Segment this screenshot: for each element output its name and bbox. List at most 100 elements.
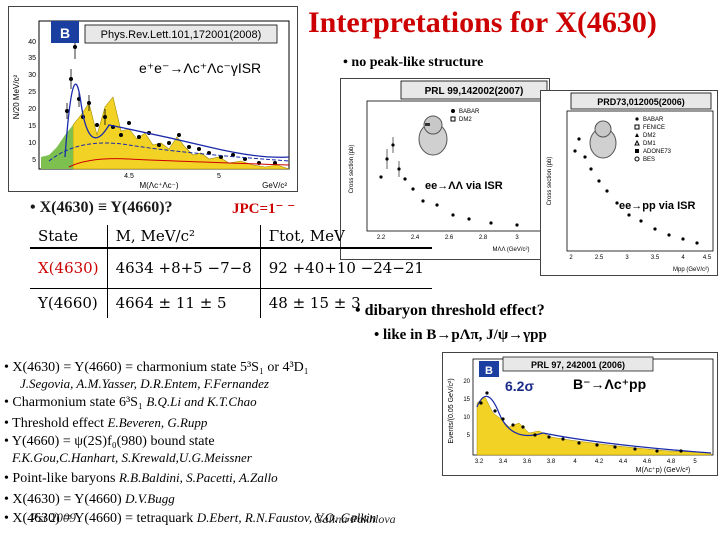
state-table: State M, MeV/c² Γtot, MeV X(4630) 4634 +… bbox=[30, 225, 432, 318]
list-item: • Threshold effect E.Beveren, G.Rupp bbox=[4, 415, 444, 432]
p1-xlabel: M(Λc⁺Λc⁻) bbox=[139, 181, 178, 190]
item7-text: • X(4630) = Y(4660) = tetraquark bbox=[4, 511, 194, 526]
item2-text: • Charmonium state 6³S₁ bbox=[4, 395, 143, 410]
p4-xtick-7: 4.6 bbox=[643, 459, 652, 465]
list-item: • Point-like baryons R.B.Baldini, S.Pace… bbox=[4, 470, 444, 487]
belle-lambdac-plot: 40 35 30 25 20 15 10 5 4.5 5 N/20 MeV/c²… bbox=[8, 6, 298, 192]
item6-text: • X(4630) = Y(4660) bbox=[4, 492, 122, 507]
p4-xtick-5: 4.2 bbox=[595, 459, 604, 465]
row2-mass: 4664 ± 11 ± 5 bbox=[107, 288, 261, 318]
list-item: • Y(4660) = ψ(2S)f₀(980) bound state bbox=[4, 434, 444, 450]
belle-b-decay-svg: B PRL 97, 242001 (2006) 6.2σ B⁻→Λc⁺pp 20… bbox=[448, 356, 714, 474]
list-item: • X(4630) = Y(4660) = charmonium state 5… bbox=[4, 360, 444, 376]
p2-reference: PRL 99,142002(2007) bbox=[425, 86, 524, 97]
p3-xlabel: Mpp (GeV/c²) bbox=[673, 267, 709, 273]
p3-ylabel: Cross section (pb) bbox=[547, 157, 553, 206]
like-in-bullet: • like in B→pΛπ, J/ψ→γpp bbox=[374, 327, 547, 343]
p3-xtick-0: 2 bbox=[569, 255, 573, 261]
p1-xunit: GeV/c² bbox=[262, 181, 287, 190]
p1-ytick-5: 5 bbox=[32, 157, 36, 164]
item6-ref: D.V.Bugg bbox=[125, 491, 175, 506]
p1-reference: Phys.Rev.Lett.101,172001(2008) bbox=[101, 29, 262, 41]
p3-xtick-1: 2.5 bbox=[595, 255, 604, 261]
belle-logo-2 bbox=[479, 361, 499, 377]
belle-logo bbox=[51, 21, 79, 43]
p4-ytick-5: 5 bbox=[467, 433, 471, 439]
col-width: Γtot, MeV bbox=[260, 225, 432, 249]
overlap-footer-author: Galina Pakhlova bbox=[314, 512, 396, 526]
x-equals-y-question: • X(4630) ≡ Y(4660)? bbox=[30, 199, 173, 216]
item3-ref: E.Beveren, G.Rupp bbox=[107, 415, 208, 430]
p4-ytick-20: 20 bbox=[463, 379, 470, 385]
babar-pp-svg: PRD73,012005(2006) BABAR FENICE DM2 DM1 … bbox=[547, 92, 714, 273]
p4-xtick-4: 4 bbox=[573, 459, 577, 465]
belle-b-decay-plot: B PRL 97, 242001 (2006) 6.2σ B⁻→Λc⁺pp 20… bbox=[442, 352, 718, 476]
p2-xlabel: MΛΛ (GeV/c²) bbox=[492, 247, 529, 253]
p4-xtick-8: 4.8 bbox=[667, 459, 676, 465]
babar-lambda-plot: PRL 99,142002(2007) BABAR DM2 ee→ΛΛ via … bbox=[340, 78, 550, 260]
overlap-footer-left: Psi 2009 bbox=[30, 510, 76, 525]
p2-xtick-2: 2.6 bbox=[445, 235, 454, 241]
p1-ytick-40: 40 bbox=[28, 39, 36, 46]
row2-state: Y(4660) bbox=[30, 288, 108, 318]
p4-reference: PRL 97, 242001 (2006) bbox=[531, 360, 625, 370]
p4-ylabel: Events/(0.05 GeV/c²) bbox=[448, 378, 455, 443]
list-item: • X(4630) = Y(4660) D.V.Bugg bbox=[4, 491, 444, 508]
p4-xtick-2: 3.6 bbox=[523, 459, 532, 465]
p4-xtick-3: 3.8 bbox=[547, 459, 556, 465]
interpretation-list: • X(4630) = Y(4660) = charmonium state 5… bbox=[4, 360, 444, 527]
p1-ytick-30: 30 bbox=[28, 72, 36, 79]
item3-text: • Threshold effect bbox=[4, 416, 105, 431]
p2-legend-dm2: DM2 bbox=[459, 117, 472, 123]
p1-ytick-15: 15 bbox=[28, 123, 36, 130]
p3-reference: PRD73,012005(2006) bbox=[597, 97, 685, 107]
no-peak-bullet: • no peak-like structure bbox=[343, 55, 484, 70]
p4-xtick-0: 3.2 bbox=[475, 459, 484, 465]
belle-lambdac-svg: 40 35 30 25 20 15 10 5 4.5 5 N/20 MeV/c²… bbox=[9, 7, 297, 191]
p3-legend-dm1: DM1 bbox=[643, 141, 656, 147]
item5-text: • Point-like baryons bbox=[4, 471, 116, 486]
p1-xtick-4.5: 4.5 bbox=[124, 173, 134, 180]
p4-xtick-6: 4.4 bbox=[619, 459, 628, 465]
row2-width: 48 ± 15 ± 3 bbox=[268, 294, 361, 313]
list-item: • Charmonium state 6³S₁ B.Q.Li and K.T.C… bbox=[4, 394, 444, 411]
belle-logo-letter-2: B bbox=[485, 365, 493, 377]
table-row: X(4630) 4634 +8+5 −7−8 92 +40+10 −24−21 bbox=[30, 248, 432, 289]
p1-ytick-20: 20 bbox=[28, 106, 36, 113]
list-item-ref: J.Segovia, A.M.Yasser, D.R.Entem, F.Fern… bbox=[20, 376, 269, 391]
item1-text: • X(4630) = Y(4660) = charmonium state 5… bbox=[4, 360, 309, 375]
table-row: Y(4660) 4664 ± 11 ± 5 48 ± 15 ± 3 bbox=[30, 288, 432, 318]
col-mass: M, MeV/c² bbox=[107, 225, 261, 249]
p3-legend-bes: BES bbox=[643, 157, 655, 163]
item2-ref: B.Q.Li and K.T.Chao bbox=[146, 394, 257, 409]
p2-xtick-4: 3 bbox=[515, 235, 519, 241]
p1-ytick-25: 25 bbox=[28, 89, 36, 96]
row1-state: X(4630) bbox=[30, 248, 108, 289]
p4-xlabel: M(Λc⁺p) (GeV/c²) bbox=[636, 466, 691, 474]
p1-xtick-5: 5 bbox=[217, 173, 221, 180]
p3-xtick-4: 4 bbox=[681, 255, 685, 261]
p1-ytick-10: 10 bbox=[28, 140, 36, 147]
item4-text: • Y(4660) = ψ(2S)f₀(980) bound state bbox=[4, 434, 215, 449]
item5-ref: R.B.Baldini, S.Pacetti, A.Zallo bbox=[118, 470, 278, 485]
babar-lambda-svg: PRL 99,142002(2007) BABAR DM2 ee→ΛΛ via … bbox=[349, 80, 548, 253]
p4-xtick-1: 3.4 bbox=[499, 459, 508, 465]
belle-logo-letter: B bbox=[60, 25, 70, 41]
p1-ylabel: N/20 MeV/c² bbox=[12, 74, 21, 119]
p3-legend-adone: ADONE73 bbox=[643, 149, 672, 155]
p4-process: B⁻→Λc⁺pp bbox=[573, 376, 646, 392]
p2-process: ee→ΛΛ via ISR bbox=[425, 180, 503, 192]
state-table-box: State M, MeV/c² Γtot, MeV X(4630) 4634 +… bbox=[30, 225, 432, 318]
p2-legend-babar: BABAR bbox=[459, 109, 480, 115]
p2-ylabel: Cross section (pb) bbox=[349, 145, 355, 194]
state-table-header: State M, MeV/c² Γtot, MeV bbox=[30, 225, 432, 249]
row1-mass: 4634 +8+5 −7−8 bbox=[107, 248, 261, 289]
row1-width: 92 +40+10 −24−21 bbox=[260, 248, 432, 289]
list-item-ref: F.K.Gou,C.Hanhart, S.Krewald,U.G.Meissne… bbox=[12, 450, 252, 465]
p2-xtick-3: 2.8 bbox=[479, 235, 488, 241]
list-item: • X(4630) = Y(4660) = tetraquark D.Ebert… bbox=[4, 510, 444, 527]
item7-ref: D.Ebert, R.N.Faustov, V.O. Galkin bbox=[196, 510, 377, 525]
p4-significance: 6.2σ bbox=[505, 378, 534, 394]
p3-xtick-3: 3.5 bbox=[651, 255, 660, 261]
p1-ytick-35: 35 bbox=[28, 55, 36, 62]
